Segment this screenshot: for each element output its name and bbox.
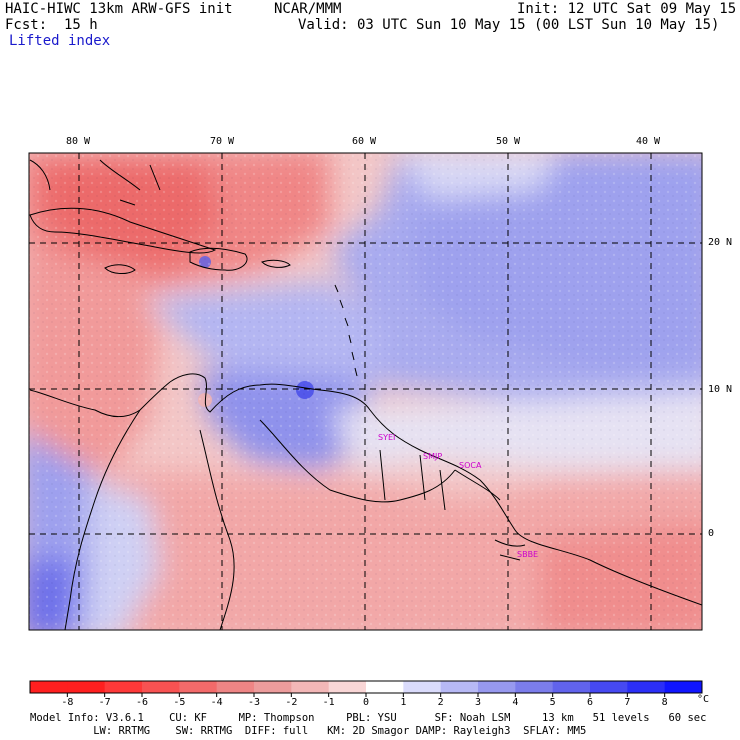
coastlines <box>29 159 702 630</box>
colorbar-segment <box>664 681 703 693</box>
colorbar-segment <box>142 681 180 693</box>
colorbar-label: 3 <box>475 697 482 708</box>
station-soca: SOCA <box>459 461 482 470</box>
colorbar-segment <box>179 681 218 693</box>
map-frame <box>28 152 703 631</box>
valid-time: Valid: 03 UTC Sun 10 May 15 (00 LST Sun … <box>298 17 720 33</box>
station-syei: SYEI <box>378 433 395 442</box>
colorbar-label: 8 <box>661 697 668 708</box>
colorbar-label: 2 <box>437 697 444 708</box>
colorbar-segment <box>328 681 367 693</box>
coast-bahamas <box>99 159 161 206</box>
station-smjp: SMJP <box>423 452 442 461</box>
colorbar-segment <box>291 681 330 693</box>
model-title: HAIC-HIWC 13km ARW-GFS init <box>5 1 233 17</box>
coast-florida <box>29 159 51 191</box>
colorbar-label: -2 <box>285 697 298 708</box>
colorbar-label: 7 <box>624 697 631 708</box>
colorbar-label: 1 <box>400 697 407 708</box>
colorbar-label: 5 <box>549 697 556 708</box>
coast-cuba <box>29 207 217 254</box>
forecast-label: Fcst: <box>5 17 48 33</box>
lat-lon-grid <box>29 153 702 630</box>
lat-label-20n: 20 N <box>708 237 733 248</box>
colorbar-segment <box>254 681 292 693</box>
colorbar-segment <box>30 681 68 693</box>
lat-label-10n: 10 N <box>708 384 733 395</box>
colorbar-label: 0 <box>363 697 370 708</box>
colorbar-segment <box>515 681 554 693</box>
colorbar-segment <box>590 681 628 693</box>
lon-label-50w: 50 W <box>496 136 521 147</box>
station-sbbe: SBBE <box>517 550 538 559</box>
coast-amazon-mouth <box>494 539 526 561</box>
colorbar-segment <box>440 681 479 693</box>
model-info-line-1: Model Info: V3.6.1 CU: KF MP: Thompson P… <box>30 712 707 724</box>
lon-label-60w: 60 W <box>352 136 377 147</box>
colorbar-label: -4 <box>210 697 223 708</box>
init-time: Init: 12 UTC Sat 09 May 15 <box>517 1 737 17</box>
coast-hispaniola <box>189 247 248 271</box>
colorbar-segment <box>478 681 516 693</box>
coast-lesser-antilles <box>334 284 358 377</box>
colorbar-label: -1 <box>322 697 335 708</box>
forecast-hours: 15 h <box>64 17 98 33</box>
colorbar-label: 6 <box>587 697 594 708</box>
colorbar-label: 4 <box>512 697 519 708</box>
field-name: Lifted index <box>9 33 111 49</box>
coast-central-america <box>29 381 171 418</box>
colorbar <box>29 680 703 697</box>
colorbar-segment <box>366 681 404 693</box>
colorbar-segment <box>552 681 591 693</box>
colorbar-label: -7 <box>98 697 111 708</box>
lon-label-70w: 70 W <box>210 136 235 147</box>
colorbar-segment <box>627 681 666 693</box>
lon-label-80w: 80 W <box>66 136 91 147</box>
coast-south-america <box>169 373 702 606</box>
colorbar-segment <box>67 681 106 693</box>
lon-label-40w: 40 W <box>636 136 661 147</box>
coast-jamaica <box>104 264 136 274</box>
borders-inland <box>199 419 501 630</box>
lat-label-0: 0 <box>708 528 715 539</box>
colorbar-label: -8 <box>61 697 74 708</box>
colorbar-unit: °C <box>697 694 710 705</box>
model-info-line-2: LW: RRTMG SW: RRTMG DIFF: full KM: 2D Sm… <box>30 725 587 737</box>
colorbar-segment <box>403 681 442 693</box>
colorbar-label: -6 <box>136 697 149 708</box>
organization-label: NCAR/MMM <box>274 1 342 17</box>
colorbar-segment <box>216 681 255 693</box>
colorbar-label: -3 <box>248 697 261 708</box>
colorbar-segment <box>104 681 143 693</box>
coast-pacific <box>64 409 141 630</box>
colorbar-label: -5 <box>173 697 186 708</box>
coast-puerto-rico <box>261 259 291 268</box>
